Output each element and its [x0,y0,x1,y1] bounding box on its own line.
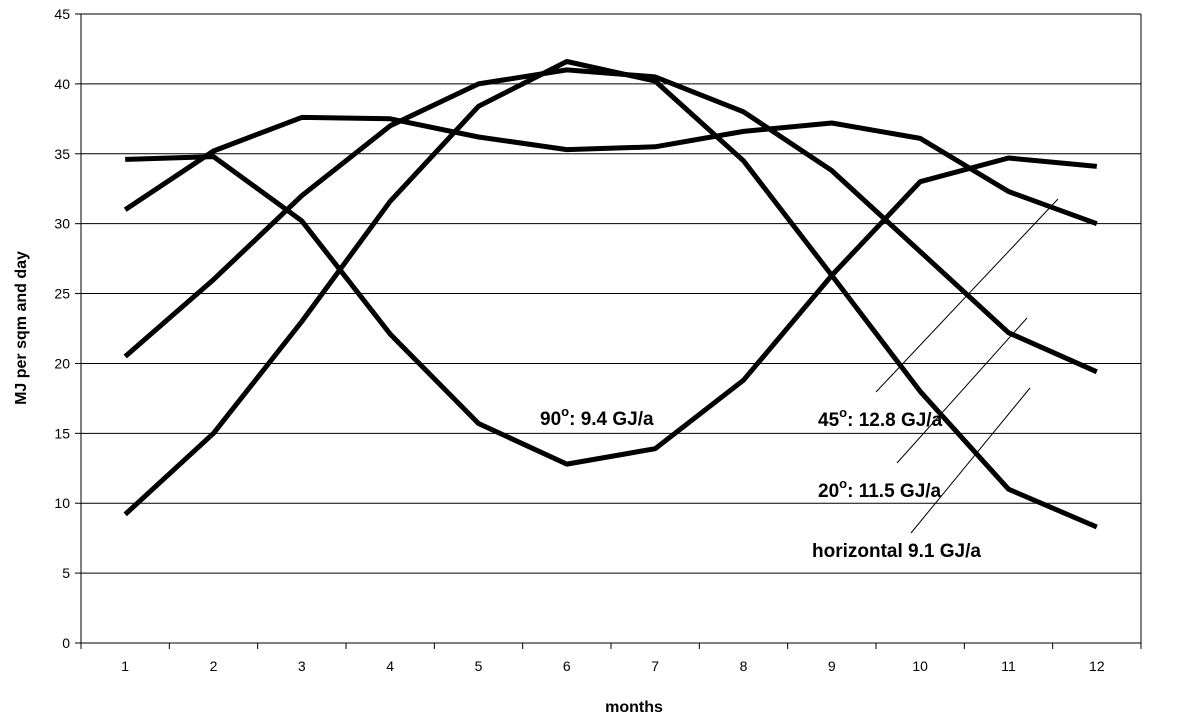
x-tick-label: 4 [386,658,394,674]
x-tick-label: 12 [1089,658,1105,674]
series-line-4 [123,59,1098,530]
y-tick-label: 15 [54,425,70,441]
series-line-3 [123,67,1098,375]
annotation-label: 20o: 11.5 GJ/a [818,476,942,502]
y-tick-label: 45 [54,6,70,22]
y-tick-label: 30 [54,216,70,232]
y-tick-label: 40 [54,76,70,92]
x-tick-label: 3 [298,658,306,674]
axes [75,13,1142,649]
annotation-leader-line [896,317,1028,464]
x-tick-label: 9 [828,658,836,674]
y-tick-label: 0 [62,635,70,651]
annotation-label: 90o: 9.4 GJ/a [540,404,654,430]
gridlines [81,13,1141,574]
y-tick-label: 25 [54,286,70,302]
y-tick-label: 35 [54,146,70,162]
x-tick-label: 11 [1001,658,1016,674]
y-tick-label: 20 [54,355,70,371]
x-tick-label: 2 [210,658,218,674]
x-tick-label: 7 [651,658,659,674]
x-tick-label: 1 [121,658,129,674]
x-tick-label: 10 [912,658,928,674]
x-tick-label: 8 [740,658,748,674]
x-tick-label: 6 [563,658,571,674]
series-line-2 [123,114,1098,227]
x-tick-label: 5 [475,658,483,674]
y-tick-label: 5 [62,565,70,581]
annotation-label: 45o: 12.8 GJ/a [818,405,943,431]
y-axis-title: MJ per sqm and day [13,251,30,405]
annotation-leader-line [875,198,1059,393]
y-tick-label: 10 [54,495,70,511]
x-axis-title: months [605,699,663,716]
series-lines [123,59,1098,530]
annotations: 90o: 9.4 GJ/a 45o: 12.8 GJ/a 20o: 11.5 GJ/… [540,198,1059,562]
annotation-leader-line [910,387,1031,534]
annotation-label: horizontal 9.1 GJ/a [812,541,981,562]
